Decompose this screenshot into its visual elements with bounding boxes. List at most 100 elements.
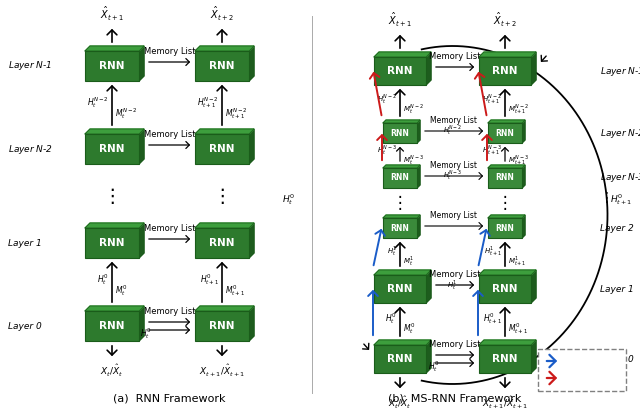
Text: Layer 0: Layer 0 bbox=[600, 355, 634, 363]
FancyBboxPatch shape bbox=[195, 51, 249, 81]
Text: Memory List: Memory List bbox=[144, 307, 195, 316]
Text: ⋮: ⋮ bbox=[392, 194, 408, 212]
Text: Downsampling: Downsampling bbox=[563, 356, 625, 365]
FancyBboxPatch shape bbox=[374, 275, 426, 303]
Text: $H_t^1$: $H_t^1$ bbox=[447, 278, 458, 292]
Polygon shape bbox=[383, 215, 420, 218]
Text: Memory List: Memory List bbox=[144, 47, 195, 56]
Polygon shape bbox=[479, 270, 536, 275]
Text: ⋮: ⋮ bbox=[497, 194, 513, 212]
FancyBboxPatch shape bbox=[479, 345, 531, 373]
Text: Memory List: Memory List bbox=[429, 52, 481, 61]
Polygon shape bbox=[195, 129, 254, 134]
Text: RNN: RNN bbox=[99, 61, 125, 71]
Polygon shape bbox=[479, 340, 536, 345]
Polygon shape bbox=[488, 120, 525, 123]
Text: $M_{t+1}^1$: $M_{t+1}^1$ bbox=[508, 255, 527, 268]
Text: $M_{t+1}^0$: $M_{t+1}^0$ bbox=[508, 321, 528, 337]
Polygon shape bbox=[479, 52, 536, 57]
Polygon shape bbox=[139, 306, 144, 341]
Polygon shape bbox=[522, 215, 525, 238]
Polygon shape bbox=[488, 215, 525, 218]
Text: RNN: RNN bbox=[495, 224, 515, 233]
Text: $H_t^0$: $H_t^0$ bbox=[385, 312, 397, 326]
Text: ⋮: ⋮ bbox=[102, 187, 122, 206]
Text: $M_t^1$: $M_t^1$ bbox=[403, 255, 414, 268]
Text: Layer 1: Layer 1 bbox=[600, 284, 634, 293]
Text: $X_{t+1}/\hat{X}_{t+1}$: $X_{t+1}/\hat{X}_{t+1}$ bbox=[482, 395, 528, 411]
Polygon shape bbox=[85, 46, 144, 51]
FancyBboxPatch shape bbox=[195, 134, 249, 164]
Text: RNN: RNN bbox=[492, 284, 518, 294]
Polygon shape bbox=[195, 306, 254, 311]
Text: RNN: RNN bbox=[99, 144, 125, 154]
Polygon shape bbox=[249, 46, 254, 81]
Text: $M_t^{N-3}$: $M_t^{N-3}$ bbox=[403, 154, 424, 167]
Text: Layer $N$-1: Layer $N$-1 bbox=[600, 65, 640, 78]
Polygon shape bbox=[374, 52, 431, 57]
Text: Memory List: Memory List bbox=[431, 116, 477, 125]
Polygon shape bbox=[426, 270, 431, 303]
Text: Upsampling: Upsampling bbox=[563, 374, 613, 383]
Polygon shape bbox=[488, 165, 525, 168]
Text: Memory List: Memory List bbox=[144, 130, 195, 139]
FancyBboxPatch shape bbox=[383, 123, 417, 143]
Polygon shape bbox=[85, 306, 144, 311]
Text: RNN: RNN bbox=[492, 66, 518, 76]
Text: $H_{t+1}^0$: $H_{t+1}^0$ bbox=[611, 192, 633, 208]
Text: Layer $N$-1: Layer $N$-1 bbox=[8, 60, 52, 72]
Text: $H_t^{N-3}$: $H_t^{N-3}$ bbox=[377, 144, 397, 157]
Polygon shape bbox=[531, 270, 536, 303]
FancyBboxPatch shape bbox=[383, 168, 417, 188]
Text: RNN: RNN bbox=[387, 66, 413, 76]
Text: $M_t^{N-1}$: $M_t^{N-1}$ bbox=[116, 327, 136, 341]
Polygon shape bbox=[139, 223, 144, 258]
Text: $X_t/\hat{X}_t$: $X_t/\hat{X}_t$ bbox=[100, 363, 124, 379]
FancyBboxPatch shape bbox=[488, 218, 522, 238]
Text: $H_{t+1}^1$: $H_{t+1}^1$ bbox=[484, 245, 502, 258]
Text: $H_{t+1}^0$: $H_{t+1}^0$ bbox=[483, 312, 502, 326]
FancyBboxPatch shape bbox=[488, 123, 522, 143]
Polygon shape bbox=[383, 165, 420, 168]
Text: $M_{t+1}^0$: $M_{t+1}^0$ bbox=[225, 283, 245, 298]
Text: Layer 1: Layer 1 bbox=[8, 238, 42, 247]
Text: $H_t^0$: $H_t^0$ bbox=[140, 327, 152, 342]
Text: $H_t^{N-2}$: $H_t^{N-2}$ bbox=[87, 95, 109, 110]
Polygon shape bbox=[139, 129, 144, 164]
Text: $X_t/\hat{X}_t$: $X_t/\hat{X}_t$ bbox=[388, 395, 412, 411]
FancyBboxPatch shape bbox=[374, 57, 426, 85]
Text: $H_t^{N-2}$: $H_t^{N-2}$ bbox=[377, 92, 397, 106]
Polygon shape bbox=[85, 223, 144, 228]
Text: $H_t^0$: $H_t^0$ bbox=[97, 272, 109, 287]
Text: $\hat{X}_{t+2}$: $\hat{X}_{t+2}$ bbox=[493, 11, 517, 29]
Text: $\hat{X}_{t+1}$: $\hat{X}_{t+1}$ bbox=[100, 5, 124, 23]
Polygon shape bbox=[522, 165, 525, 188]
Text: $H_{t+1}^{N-2}$: $H_{t+1}^{N-2}$ bbox=[197, 95, 219, 110]
Polygon shape bbox=[85, 129, 144, 134]
FancyBboxPatch shape bbox=[479, 57, 531, 85]
FancyBboxPatch shape bbox=[85, 51, 139, 81]
Text: RNN: RNN bbox=[492, 354, 518, 364]
Text: $M_t^0$: $M_t^0$ bbox=[403, 321, 415, 337]
Text: RNN: RNN bbox=[390, 129, 410, 138]
Text: $H_t^0$: $H_t^0$ bbox=[282, 192, 296, 208]
Text: $M_{t+1}^{N-2}$: $M_{t+1}^{N-2}$ bbox=[508, 102, 529, 116]
Text: (b)  MS-RNN Framework: (b) MS-RNN Framework bbox=[388, 393, 522, 403]
FancyBboxPatch shape bbox=[538, 349, 626, 391]
Text: Layer 0: Layer 0 bbox=[8, 321, 42, 330]
Polygon shape bbox=[249, 306, 254, 341]
FancyBboxPatch shape bbox=[85, 228, 139, 258]
Text: $H_t^{N-2}$: $H_t^{N-2}$ bbox=[443, 123, 462, 137]
Polygon shape bbox=[417, 120, 420, 143]
FancyBboxPatch shape bbox=[195, 311, 249, 341]
Polygon shape bbox=[522, 120, 525, 143]
Text: $M_{t+1}^{N-3}$: $M_{t+1}^{N-3}$ bbox=[508, 154, 529, 167]
Text: ⋮: ⋮ bbox=[600, 191, 614, 205]
Text: $X_{t+1}/\hat{X}_{t+1}$: $X_{t+1}/\hat{X}_{t+1}$ bbox=[199, 363, 245, 379]
Text: $H_{t+1}^{N-2}$: $H_{t+1}^{N-2}$ bbox=[482, 92, 502, 106]
Text: Memory List: Memory List bbox=[144, 224, 195, 233]
Text: $H_t^{N-3}$: $H_t^{N-3}$ bbox=[443, 168, 462, 182]
Text: $M_t^0$: $M_t^0$ bbox=[115, 283, 127, 298]
Text: RNN: RNN bbox=[390, 224, 410, 233]
Text: $\hat{X}_{t+2}$: $\hat{X}_{t+2}$ bbox=[210, 5, 234, 23]
